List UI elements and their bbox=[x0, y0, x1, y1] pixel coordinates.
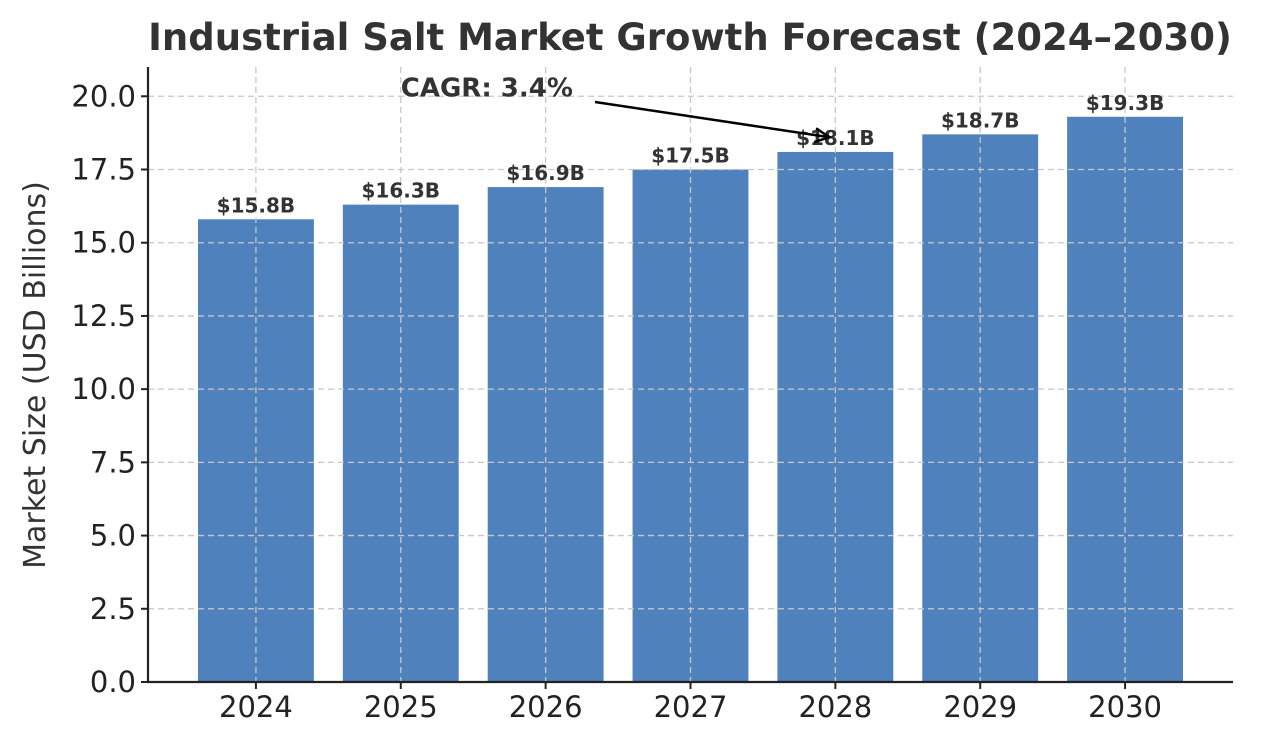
y-tick-label: 17.5 bbox=[71, 153, 136, 187]
y-tick-label: 15.0 bbox=[71, 226, 136, 260]
data-label: $15.8B bbox=[217, 193, 296, 217]
x-tick-label: 2025 bbox=[364, 690, 438, 724]
cagr-annotation-text: CAGR: 3.4% bbox=[401, 73, 573, 103]
data-label: $18.1B bbox=[796, 126, 875, 150]
y-tick-label: 5.0 bbox=[90, 519, 136, 553]
x-tick-label: 2026 bbox=[509, 690, 583, 724]
annotation-arrow bbox=[594, 100, 830, 139]
data-label: $18.7B bbox=[941, 108, 1020, 132]
x-tick-label: 2024 bbox=[219, 690, 293, 724]
x-tick-label: 2030 bbox=[1088, 690, 1162, 724]
data-label: $17.5B bbox=[651, 144, 730, 168]
axes: 2024 2025 2026 2027 2028 2029 2030 0.0 2.5 5.0 7.5… bbox=[71, 67, 1233, 724]
y-tick-label: 2.5 bbox=[90, 592, 136, 626]
x-tick-label: 2028 bbox=[798, 690, 872, 724]
x-tick-label: 2027 bbox=[654, 690, 728, 724]
bar-2027 bbox=[632, 169, 749, 682]
data-label: $19.3B bbox=[1086, 91, 1165, 115]
x-tick-label: 2029 bbox=[943, 690, 1017, 724]
data-label: $16.3B bbox=[362, 179, 441, 203]
arrowhead bbox=[813, 127, 833, 144]
y-tick-label: 12.5 bbox=[71, 299, 136, 333]
y-tick-label: 7.5 bbox=[90, 445, 136, 479]
y-tick-label: 0.0 bbox=[90, 665, 136, 699]
chart-title: Industrial Salt Market Growth Forecast (… bbox=[148, 16, 1232, 59]
data-label: $16.9B bbox=[506, 161, 585, 185]
y-tick-label: 10.0 bbox=[71, 372, 136, 406]
y-axis-label: Market Size (USD Billions) bbox=[18, 181, 53, 569]
data-labels: $15.8B $16.3B $16.9B $17.5B $18.1B $18.7B $19.… bbox=[217, 91, 1165, 218]
y-tick-label: 20.0 bbox=[71, 79, 136, 113]
cagr-annotation: CAGR: 3.4% bbox=[401, 73, 833, 144]
